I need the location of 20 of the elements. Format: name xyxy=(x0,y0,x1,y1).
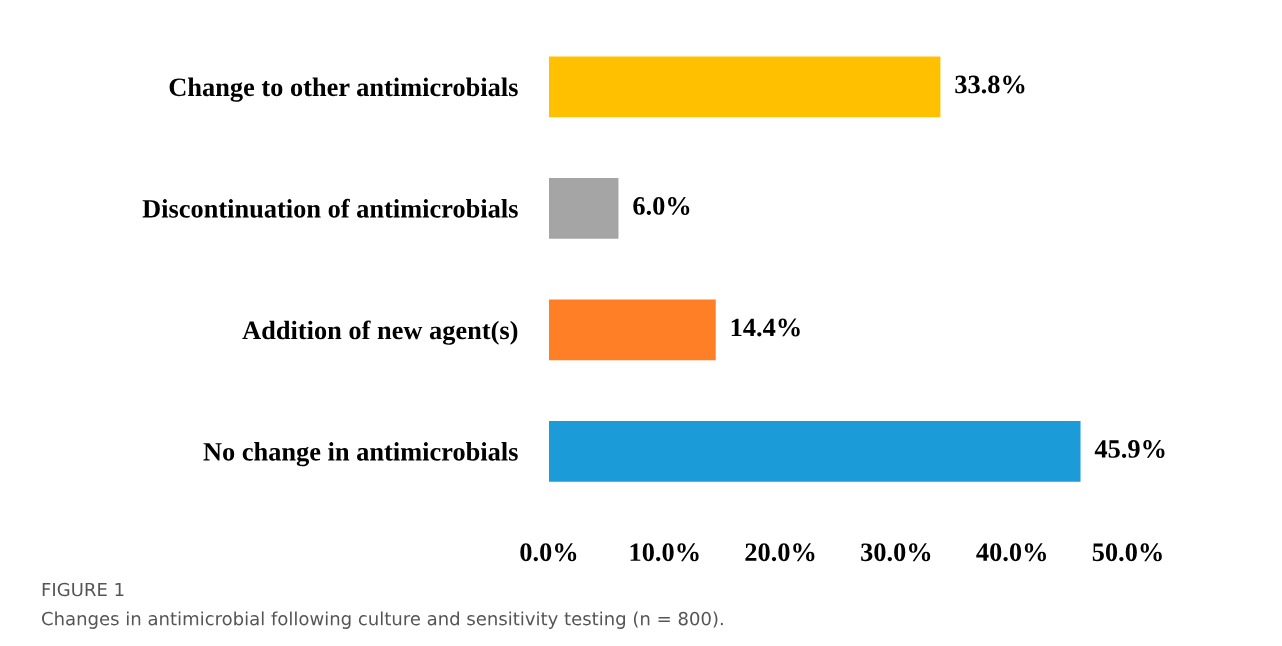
y-tick-label: Change to other antimicrobials xyxy=(169,77,518,102)
data-label: 33.8% xyxy=(955,75,1025,94)
data-label: 45.9% xyxy=(1094,440,1165,458)
caption: FIGURE 1 xyxy=(42,582,124,597)
bar xyxy=(549,299,716,361)
data-label: 6.0% xyxy=(633,197,690,215)
text: Changes in antimicrobial following culture and sensitivity testing (n = 800). xyxy=(42,611,723,629)
x-tick-label: 50.0% xyxy=(1092,543,1162,562)
y-tick-label: Addition of new agent(s) xyxy=(242,320,518,345)
y-tick-label: No change in antimicrobials xyxy=(203,442,518,467)
x-tick-label: 20.0% xyxy=(745,543,815,562)
bar xyxy=(549,56,941,118)
bar xyxy=(549,177,619,239)
x-tick-label: 40.0% xyxy=(976,543,1047,562)
bar xyxy=(549,420,1081,482)
y-tick-label: Discontinuation of antimicrobials xyxy=(142,198,518,218)
x-tick-label: 0.0% xyxy=(520,543,577,562)
x-tick-label: 30.0% xyxy=(861,543,931,562)
data-label: 14.4% xyxy=(731,318,800,337)
x-tick-label: 10.0% xyxy=(630,543,699,562)
